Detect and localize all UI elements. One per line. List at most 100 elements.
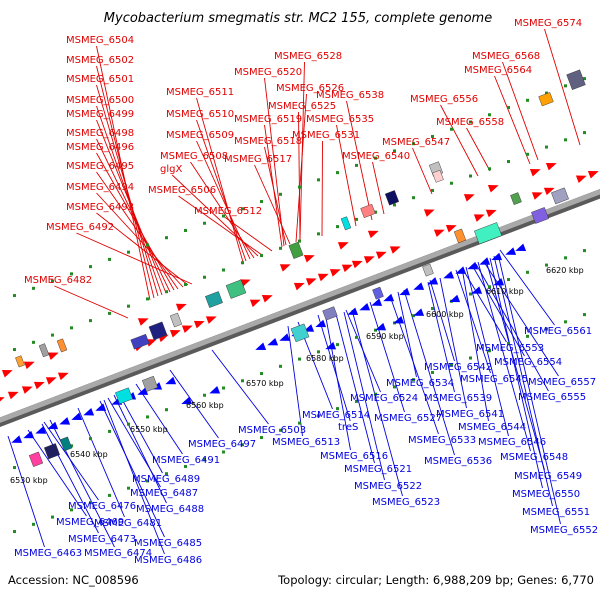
forward-gene-arrow bbox=[23, 361, 35, 370]
reverse-gene-arrow-shape bbox=[325, 341, 337, 350]
gene-feature-box bbox=[225, 279, 247, 299]
reverse-gene-arrow-shape bbox=[471, 286, 483, 294]
reverse-gene-arrow-shape bbox=[137, 387, 149, 395]
track-dot bbox=[374, 392, 377, 396]
reverse-gene-arrow-shape bbox=[315, 319, 327, 328]
forward-gene-arrow-shape bbox=[181, 325, 193, 333]
reverse-gene-label: MSMEG_6487 bbox=[130, 488, 198, 499]
track-dot bbox=[526, 98, 529, 102]
reverse-gene-arrow-shape bbox=[455, 266, 467, 274]
track-dot bbox=[165, 472, 168, 476]
reverse-gene-label: MSMEG_6486 bbox=[134, 555, 202, 566]
forward-gene-arrow-shape bbox=[363, 256, 375, 264]
track-dot bbox=[13, 294, 16, 298]
forward-leader-line bbox=[295, 93, 307, 243]
reverse-gene-label: MSMEG_6489 bbox=[132, 474, 200, 485]
track-dot bbox=[488, 167, 491, 171]
reverse-gene-label: MSMEG_6554 bbox=[494, 357, 562, 368]
reverse-gene-arrow-shape bbox=[23, 430, 35, 439]
track-dots bbox=[13, 77, 586, 534]
reverse-gene-label: MSMEG_6514 bbox=[302, 410, 370, 421]
forward-gene-arrow bbox=[169, 330, 181, 338]
track-dot bbox=[241, 207, 244, 211]
forward-gene-label: MSMEG_6508 bbox=[160, 151, 228, 162]
kbp-ticks: 6530 kbp 6540 kbp 6550 kbp 6560 kbp 6570 kbp… bbox=[10, 266, 584, 485]
reverse-gene-label: MSMEG_6524 bbox=[350, 393, 418, 404]
gene-feature-box-shape bbox=[531, 207, 549, 224]
forward-leader-line bbox=[372, 161, 385, 215]
reverse-gene-arrow-shape bbox=[255, 342, 267, 351]
track-dot bbox=[412, 142, 415, 146]
reverse-gene-arrow bbox=[71, 412, 83, 421]
reverse-gene-arrow-shape bbox=[95, 403, 107, 411]
forward-gene-label: MSMEG_6525 bbox=[268, 101, 336, 112]
forward-gene-label: MSMEG_6526 bbox=[276, 83, 344, 94]
forward-gene-arrow-shape bbox=[329, 269, 341, 277]
reverse-leader-line bbox=[461, 267, 489, 422]
reverse-leader-line bbox=[493, 255, 553, 507]
gene-feature-box-shape bbox=[422, 263, 434, 277]
reverse-leader-line bbox=[465, 266, 509, 437]
reverse-gene-label: MSMEG_6552 bbox=[530, 525, 598, 536]
track-dot bbox=[374, 156, 377, 160]
forward-leader-line bbox=[178, 195, 263, 256]
reverse-leader-line bbox=[497, 253, 561, 525]
forward-gene-label: MSMEG_6535 bbox=[306, 114, 374, 125]
track-dot bbox=[184, 282, 187, 286]
reverse-leader-line bbox=[489, 257, 543, 489]
forward-gene-arrow bbox=[389, 246, 401, 254]
gene-feature-box-shape bbox=[15, 355, 25, 368]
reverse-gene-arrow-shape bbox=[413, 308, 425, 316]
reverse-leader-line bbox=[429, 279, 455, 362]
forward-leader-line bbox=[264, 77, 285, 247]
forward-gene-arrow-shape bbox=[433, 229, 445, 238]
reverse-gene-arrow-shape bbox=[427, 277, 439, 285]
reverse-gene-arrow bbox=[315, 319, 327, 328]
gene-feature-box bbox=[288, 241, 304, 259]
gene-feature-box-shape bbox=[169, 312, 183, 328]
forward-gene-arrow-shape bbox=[137, 318, 149, 326]
track-dot bbox=[412, 378, 415, 382]
track-dot bbox=[298, 185, 301, 189]
track-dot bbox=[127, 422, 130, 426]
forward-leader-line bbox=[298, 111, 301, 242]
forward-gene-label: MSMEG_6504 bbox=[66, 35, 134, 46]
forward-gene-label: MSMEG_6492 bbox=[46, 222, 114, 233]
gene-feature-box bbox=[130, 333, 150, 350]
reverse-leader-line bbox=[117, 391, 163, 474]
gene-feature-box bbox=[15, 355, 25, 368]
forward-gene-arrow-shape bbox=[545, 162, 557, 171]
reverse-gene-arrow bbox=[165, 376, 177, 385]
forward-gene-arrow bbox=[21, 386, 33, 394]
forward-gene-arrow bbox=[529, 169, 541, 177]
forward-gene-arrow-shape bbox=[575, 175, 587, 184]
forward-gene-label: MSMEG_6564 bbox=[464, 65, 532, 76]
forward-gene-arrow-shape bbox=[45, 377, 57, 385]
reverse-gene-label: MSMEG_6513 bbox=[272, 437, 340, 448]
forward-gene-arrow-shape bbox=[445, 225, 457, 233]
reverse-gene-arrow-shape bbox=[181, 396, 193, 405]
track-dot bbox=[108, 311, 111, 315]
gene-feature-box-shape bbox=[432, 169, 444, 183]
track-dot bbox=[393, 149, 396, 153]
forward-gene-label: MSMEG_6547 bbox=[382, 137, 450, 148]
track-dot bbox=[393, 385, 396, 389]
track-dot bbox=[488, 113, 491, 117]
forward-leader-line bbox=[336, 124, 357, 227]
track-dot bbox=[108, 257, 111, 261]
track-dot bbox=[32, 286, 35, 290]
track-dot bbox=[393, 203, 396, 207]
forward-gene-arrow bbox=[249, 299, 261, 308]
track-dot bbox=[298, 239, 301, 243]
track-dot bbox=[146, 297, 149, 301]
forward-gene-arrow-shape bbox=[375, 251, 387, 260]
reverse-gene-arrow-shape bbox=[267, 337, 279, 346]
reverse-gene-arrow-shape bbox=[347, 307, 359, 315]
forward-gene-arrow-shape bbox=[47, 352, 59, 360]
gene-feature-box-shape bbox=[130, 333, 150, 350]
gene-feature-box-shape bbox=[453, 228, 467, 244]
forward-gene-arrow bbox=[305, 278, 317, 286]
reverse-leader-line bbox=[77, 407, 125, 518]
forward-leader-line bbox=[466, 127, 491, 172]
